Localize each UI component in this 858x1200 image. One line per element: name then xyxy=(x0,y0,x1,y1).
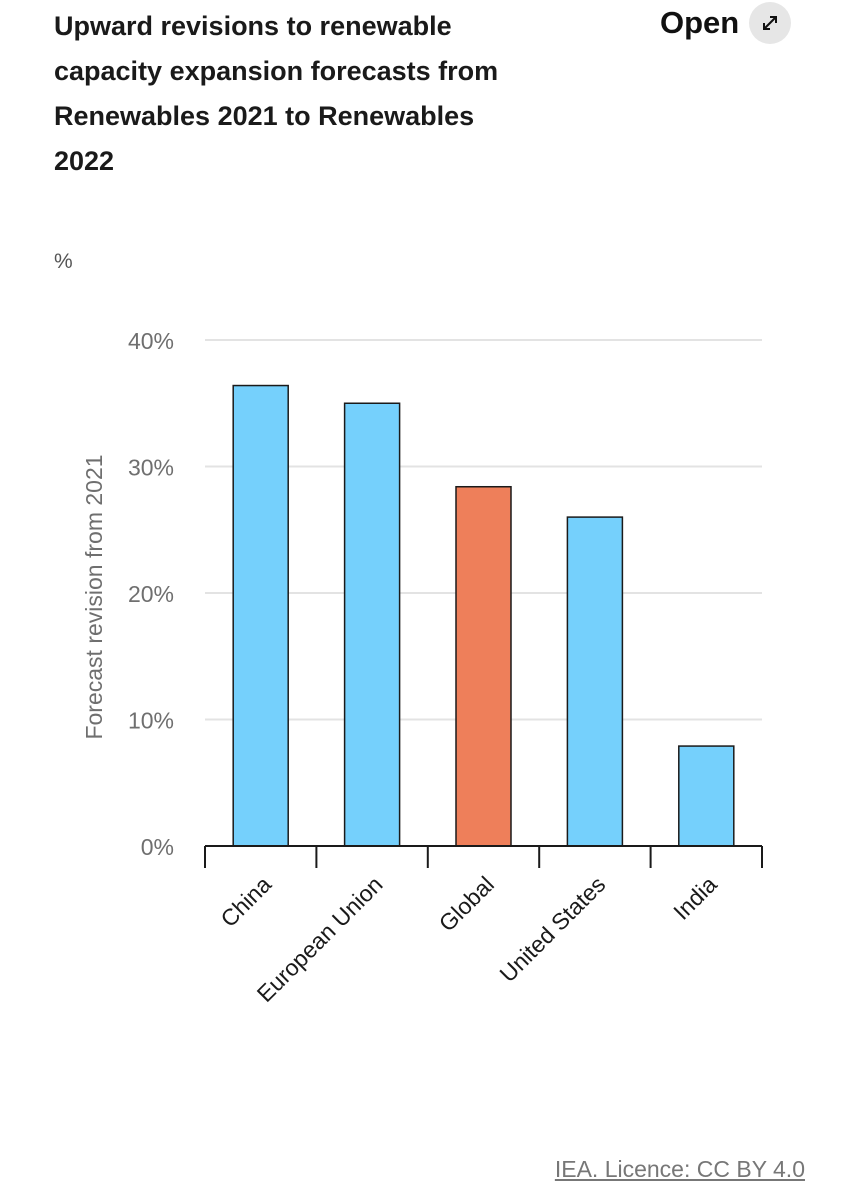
y-tick-label: 0% xyxy=(141,834,174,860)
axis-labels: 0% 10% 20% 30% 40% Forecast revision from 202… xyxy=(81,328,722,1007)
bars xyxy=(232,384,735,847)
open-button[interactable]: Open xyxy=(660,0,792,46)
x-tick-label: India xyxy=(668,871,722,925)
y-tick-label: 30% xyxy=(128,455,174,481)
bar-global xyxy=(455,485,512,847)
bar-china xyxy=(232,384,289,847)
bar-india xyxy=(678,745,735,847)
bar-united-states xyxy=(566,516,624,847)
chart-title: Upward revisions to renewable capacity e… xyxy=(54,11,499,176)
x-axis xyxy=(204,845,763,868)
x-tick-label: United States xyxy=(494,871,610,987)
expand-arrows-icon xyxy=(749,2,792,44)
x-tick-label: Global xyxy=(434,871,499,936)
y-tick-label: 10% xyxy=(128,708,174,734)
y-tick-label: 20% xyxy=(128,581,174,607)
source-licence-link[interactable]: IEA. Licence: CC BY 4.0 xyxy=(554,1156,805,1182)
bar-chart: 0% 10% 20% 30% 40% Forecast revision from 202… xyxy=(81,328,763,1007)
y-tick-label: 40% xyxy=(128,328,174,354)
unit-label: % xyxy=(54,250,73,273)
x-tick-label: China xyxy=(215,871,276,932)
y-axis-title: Forecast revision from 2021 xyxy=(81,454,107,739)
bar-european-union xyxy=(343,402,401,847)
open-label: Open xyxy=(660,5,740,40)
